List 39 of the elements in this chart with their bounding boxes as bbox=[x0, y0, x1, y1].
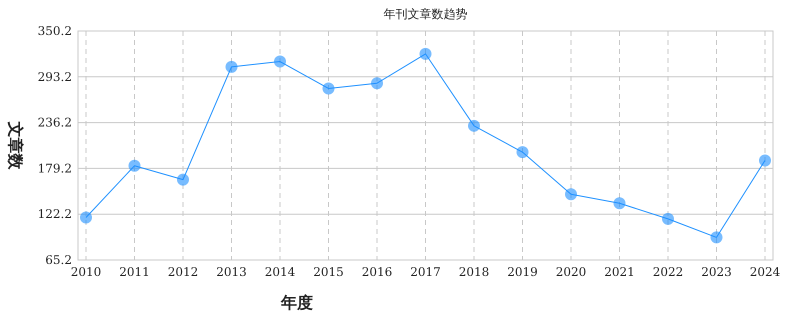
point bbox=[371, 77, 383, 90]
point bbox=[322, 82, 334, 94]
point bbox=[759, 154, 771, 166]
y-axis-title: 文章数 bbox=[6, 120, 25, 170]
point bbox=[614, 197, 626, 210]
y-tick-label: 179.2 bbox=[38, 161, 72, 176]
x-tick-label: 2015 bbox=[313, 265, 344, 279]
y-tick-label: 293.2 bbox=[38, 70, 72, 84]
point bbox=[80, 211, 92, 224]
point bbox=[226, 60, 238, 73]
y-tick-label: 350.2 bbox=[38, 24, 72, 38]
x-tick-label: 2022 bbox=[652, 265, 684, 279]
point bbox=[565, 188, 577, 200]
point bbox=[128, 160, 140, 172]
x-axis-title: 年度 bbox=[280, 293, 313, 312]
point bbox=[516, 146, 528, 158]
point bbox=[468, 120, 480, 132]
x-tick-label: 2010 bbox=[70, 265, 102, 279]
x-tick-label: 2020 bbox=[556, 265, 586, 279]
x-tick-label: 2021 bbox=[604, 265, 635, 279]
x-tick-label: 2023 bbox=[701, 265, 732, 279]
x-tick-label: 2024 bbox=[750, 265, 781, 279]
y-tick-label: 65.2 bbox=[45, 253, 72, 267]
point bbox=[177, 174, 189, 186]
x-tick-label: 2016 bbox=[362, 265, 392, 279]
point bbox=[420, 48, 432, 60]
x-tick-label: 2018 bbox=[458, 265, 490, 279]
y-tick-label: 236.2 bbox=[38, 116, 72, 130]
x-tick-label: 2014 bbox=[264, 265, 296, 279]
x-tick-label: 2011 bbox=[119, 265, 150, 279]
x-tick-label: 2019 bbox=[507, 265, 538, 279]
x-tick-label: 2012 bbox=[168, 265, 198, 279]
point bbox=[274, 56, 286, 68]
x-tick-label: 2017 bbox=[410, 265, 441, 279]
chart-title: 年刊文章数趋势 bbox=[384, 7, 468, 21]
point bbox=[662, 212, 674, 225]
x-tick-label: 2013 bbox=[216, 265, 247, 279]
point bbox=[710, 231, 722, 244]
y-tick-label: 122.2 bbox=[38, 207, 72, 222]
